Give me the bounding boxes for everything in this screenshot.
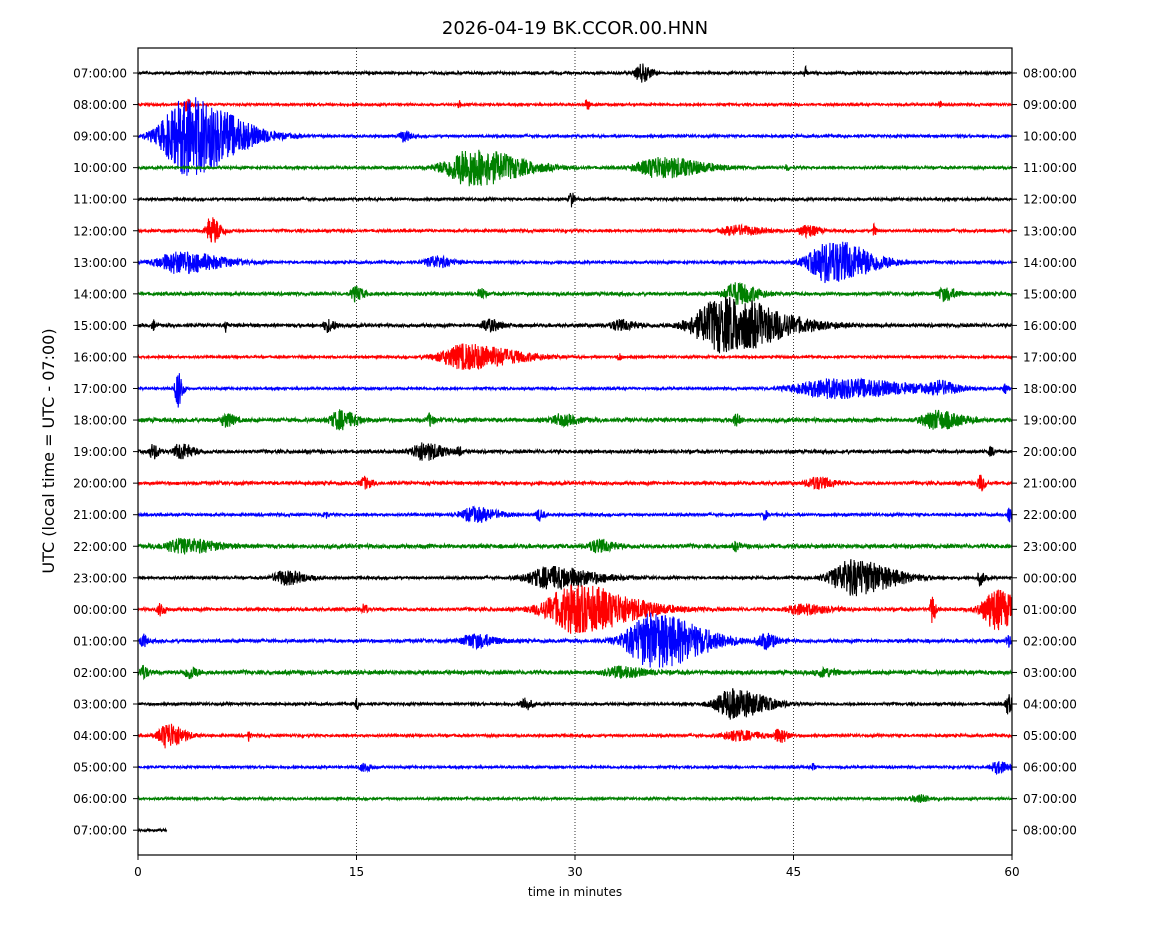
seismic-trace [138,282,1012,305]
seismic-trace [138,241,1012,284]
local-time-label: 11:00:00 [1023,161,1077,175]
x-tick-label: 30 [567,865,582,879]
y-axis-label: UTC (local time = UTC - 07:00) [39,328,58,573]
vertical-gridlines [356,48,794,855]
utc-time-label: 20:00:00 [73,477,127,491]
utc-time-label: 16:00:00 [73,350,127,364]
utc-time-label: 12:00:00 [73,224,127,238]
x-axis: 0 15 30 45 60 [134,855,1020,879]
seismic-trace [138,343,1012,370]
seismic-trace [138,296,1012,354]
seismic-trace [138,794,1012,803]
utc-time-label: 23:00:00 [73,571,127,585]
local-time-label: 05:00:00 [1023,729,1077,743]
utc-time-label: 03:00:00 [73,698,127,712]
local-time-label: 17:00:00 [1023,350,1077,364]
seismic-trace [138,373,1012,408]
local-time-label: 21:00:00 [1023,477,1077,491]
utc-time-label: 13:00:00 [73,256,127,270]
utc-time-label: 14:00:00 [73,287,127,301]
local-time-label: 00:00:00 [1023,571,1077,585]
local-time-label: 10:00:00 [1023,130,1077,144]
local-time-label: 01:00:00 [1023,603,1077,617]
utc-time-label: 05:00:00 [73,761,127,775]
seismic-trace [138,98,1012,112]
seismic-trace [138,584,1012,634]
seismic-trace [138,474,1012,492]
local-time-label: 18:00:00 [1023,382,1077,396]
local-time-label: 06:00:00 [1023,761,1077,775]
x-tick-label: 60 [1004,865,1019,879]
local-time-label: 14:00:00 [1023,256,1077,270]
local-time-label: 23:00:00 [1023,540,1077,554]
traces [138,63,1012,833]
seismic-trace [138,442,1012,461]
seismic-trace [138,559,1012,597]
local-time-label: 16:00:00 [1023,319,1077,333]
seismic-trace [138,409,1012,431]
local-time-label: 02:00:00 [1023,634,1077,648]
utc-time-label: 18:00:00 [73,414,127,428]
local-time-label: 12:00:00 [1023,193,1077,207]
seismic-trace [138,612,1012,668]
seismic-trace [138,217,1012,243]
utc-time-label: 04:00:00 [73,729,127,743]
local-time-label: 04:00:00 [1023,698,1077,712]
utc-time-label: 02:00:00 [73,666,127,680]
utc-time-label: 17:00:00 [73,382,127,396]
x-tick-label: 0 [134,865,142,879]
local-time-label: 20:00:00 [1023,445,1077,459]
local-time-label: 13:00:00 [1023,224,1077,238]
seismic-trace [138,761,1012,776]
seismic-trace [138,723,1012,749]
local-time-label: 15:00:00 [1023,287,1077,301]
seismic-trace [138,537,1012,555]
seismic-trace [138,827,168,833]
right-time-axis: 08:00:00 09:00:00 10:00:00 11:00:00 12:00:00… [1012,67,1077,838]
seismic-trace [138,505,1012,523]
seismic-trace [138,192,1012,208]
seismic-trace [138,149,1012,187]
x-tick-label: 45 [786,865,801,879]
utc-time-label: 11:00:00 [73,193,127,207]
utc-time-label: 06:00:00 [73,792,127,806]
utc-time-label: 07:00:00 [73,67,127,81]
utc-time-label: 08:00:00 [73,98,127,112]
local-time-label: 08:00:00 [1023,824,1077,838]
utc-time-label: 21:00:00 [73,508,127,522]
utc-time-label: 15:00:00 [73,319,127,333]
seismic-trace [138,664,1012,681]
left-time-axis: 07:00:00 08:00:00 09:00:00 10:00:00 11:00:00… [73,67,138,838]
seismic-trace [138,688,1012,720]
x-tick-label: 15 [349,865,364,879]
utc-time-label: 09:00:00 [73,130,127,144]
local-time-label: 03:00:00 [1023,666,1077,680]
local-time-label: 07:00:00 [1023,792,1077,806]
local-time-label: 09:00:00 [1023,98,1077,112]
local-time-label: 08:00:00 [1023,67,1077,81]
local-time-label: 19:00:00 [1023,414,1077,428]
utc-time-label: 10:00:00 [73,161,127,175]
local-time-label: 22:00:00 [1023,508,1077,522]
seismic-trace [138,63,1012,83]
utc-time-label: 00:00:00 [73,603,127,617]
utc-time-label: 01:00:00 [73,634,127,648]
chart-title: 2026-04-19 BK.CCOR.00.HNN [442,18,708,39]
seismic-trace [138,97,1012,176]
utc-time-label: 07:00:00 [73,824,127,838]
x-axis-label: time in minutes [528,885,622,899]
utc-time-label: 19:00:00 [73,445,127,459]
utc-time-label: 22:00:00 [73,540,127,554]
